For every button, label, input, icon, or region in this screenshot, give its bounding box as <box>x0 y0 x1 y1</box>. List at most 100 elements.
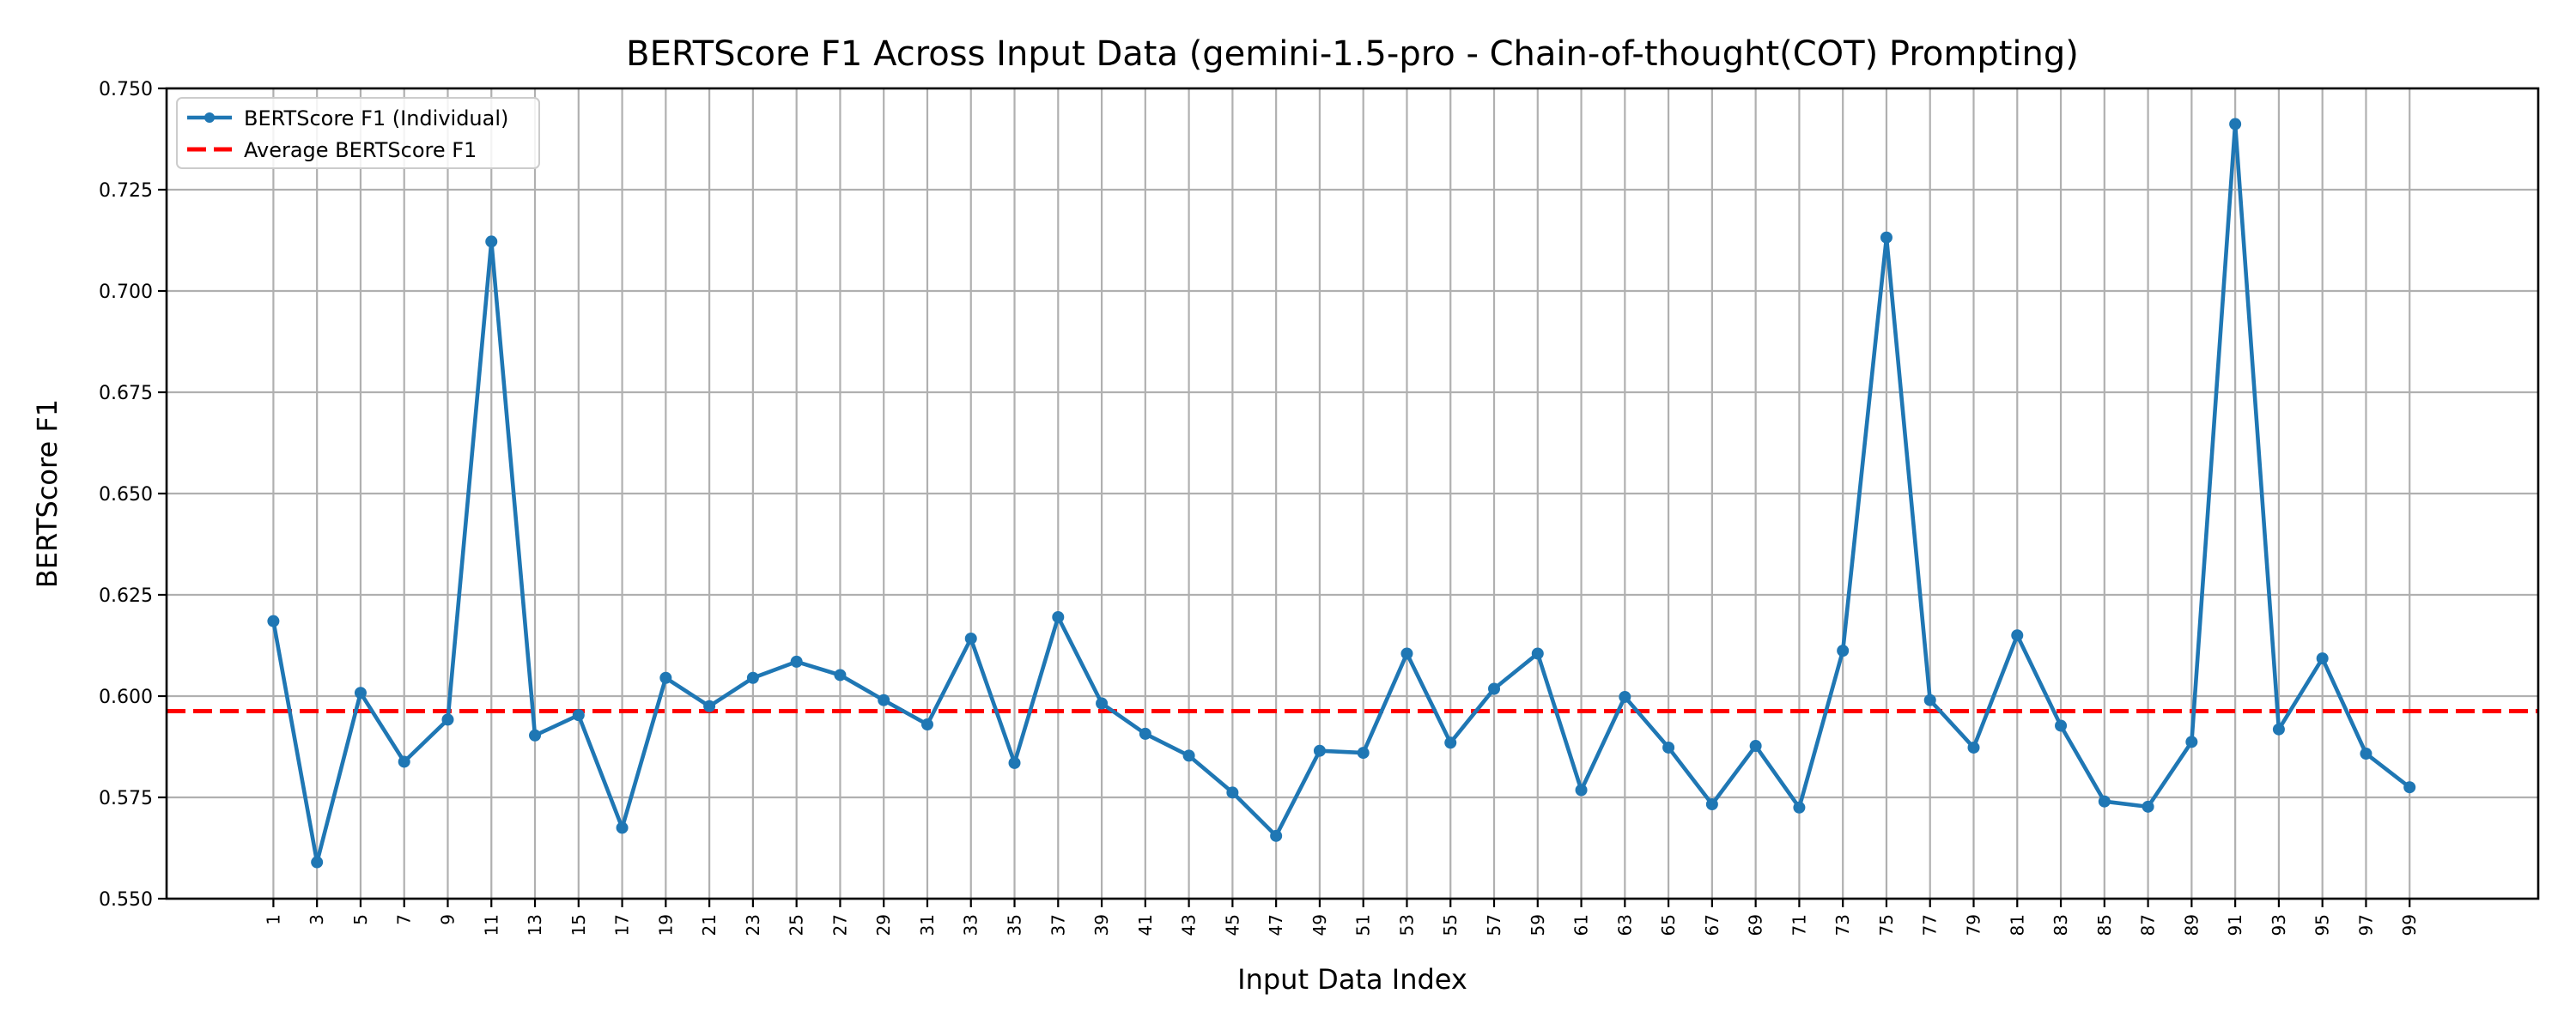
data-point <box>1880 231 1893 244</box>
y-tick-label: 0.600 <box>99 687 153 708</box>
data-point <box>572 709 585 722</box>
data-point <box>964 632 977 645</box>
data-point <box>2403 781 2416 794</box>
data-point <box>2011 629 2024 642</box>
data-point <box>1793 801 1806 814</box>
y-tick-label: 0.650 <box>99 484 153 506</box>
data-point <box>2272 723 2285 736</box>
data-point <box>2055 719 2068 732</box>
data-point <box>1444 736 1457 749</box>
data-point <box>2185 736 2198 748</box>
data-point <box>2316 652 2329 665</box>
x-tick-label: 81 <box>2007 914 2027 936</box>
x-tick-label: 9 <box>437 914 458 925</box>
y-axis: 0.550 0.575 0.600 0.625 0.650 0.675 0.700 0.725… <box>99 79 167 911</box>
x-tick-label: 55 <box>1440 914 1461 936</box>
data-point <box>1182 749 1195 762</box>
x-tick-label: 45 <box>1222 914 1242 936</box>
data-point <box>746 671 759 684</box>
data-point <box>920 718 933 731</box>
x-tick-label: 5 <box>350 914 371 925</box>
data-point <box>1400 647 1413 660</box>
x-tick-label: 41 <box>1135 914 1156 936</box>
legend-series-marker <box>204 112 215 123</box>
data-point <box>398 755 410 768</box>
data-point <box>659 671 672 684</box>
data-point <box>311 856 324 869</box>
x-tick-label: 27 <box>829 914 850 936</box>
chart-title: BERTScore F1 Across Input Data (gemini-1… <box>626 34 2079 74</box>
x-tick-label: 53 <box>1396 914 1417 936</box>
data-point <box>1923 694 1936 706</box>
x-tick-label: 67 <box>1702 914 1722 936</box>
x-tick-label: 61 <box>1571 914 1592 936</box>
x-tick-label: 3 <box>307 914 327 925</box>
x-tick-label: 23 <box>743 914 763 936</box>
data-point <box>790 655 803 668</box>
y-tick-label: 0.750 <box>99 79 153 100</box>
x-tick-label: 17 <box>612 914 633 936</box>
legend: BERTScore F1 (Individual) Average BERTSc… <box>176 97 540 169</box>
x-tick-label: 79 <box>1964 914 1984 936</box>
series-line <box>271 122 2412 864</box>
series-group <box>267 118 2416 869</box>
x-tick-label: 97 <box>2355 914 2376 936</box>
legend-average-label: Average BERTScore F1 <box>244 138 477 162</box>
x-tick-label: 49 <box>1309 914 1330 936</box>
data-point <box>485 235 498 248</box>
x-tick-label: 43 <box>1179 914 1200 936</box>
data-point <box>354 687 367 700</box>
x-tick-label: 75 <box>1876 914 1897 936</box>
data-point <box>529 729 542 742</box>
data-point <box>1270 829 1283 842</box>
x-tick-label: 77 <box>1920 914 1941 936</box>
x-tick-label: 95 <box>2312 914 2333 936</box>
data-point <box>1008 756 1021 769</box>
x-tick-label: 63 <box>1614 914 1635 936</box>
x-tick-label: 91 <box>2225 914 2245 936</box>
x-tick-label: 7 <box>394 914 415 925</box>
data-point <box>441 713 454 726</box>
y-tick-label: 0.575 <box>99 788 153 809</box>
x-tick-label: 25 <box>787 914 807 936</box>
x-tick-label: 69 <box>1746 914 1766 936</box>
x-tick-label: 15 <box>568 914 589 936</box>
x-tick-label: 85 <box>2094 914 2115 936</box>
y-tick-label: 0.675 <box>99 383 153 404</box>
data-point <box>2142 800 2154 813</box>
data-point <box>2360 748 2372 760</box>
x-tick-label: 37 <box>1048 914 1068 936</box>
x-tick-label: 33 <box>961 914 981 936</box>
data-point <box>1837 645 1850 657</box>
data-point <box>1531 647 1544 660</box>
x-tick-label: 99 <box>2399 914 2420 936</box>
x-tick-label: 71 <box>1789 914 1809 936</box>
data-point <box>1226 786 1239 799</box>
data-point <box>616 821 629 834</box>
data-point <box>703 700 716 712</box>
y-tick-label: 0.550 <box>99 889 153 911</box>
x-tick-label: 93 <box>2269 914 2289 936</box>
x-tick-label: 21 <box>699 914 720 936</box>
x-tick-label: 11 <box>481 914 501 936</box>
x-tick-label: 35 <box>1005 914 1025 936</box>
data-point <box>1662 741 1675 754</box>
data-point <box>267 615 280 627</box>
x-tick-label: 65 <box>1658 914 1679 936</box>
data-point <box>1619 690 1631 703</box>
data-point <box>1488 682 1501 695</box>
data-point <box>1967 741 1980 754</box>
y-tick-label: 0.625 <box>99 585 153 607</box>
data-point <box>1357 747 1370 760</box>
x-tick-label: 39 <box>1091 914 1112 936</box>
y-tick-label: 0.725 <box>99 180 153 202</box>
x-tick-label: 19 <box>655 914 676 936</box>
data-point <box>878 694 890 706</box>
x-tick-label: 47 <box>1266 914 1286 936</box>
x-tick-label: 51 <box>1353 914 1374 936</box>
data-point <box>1575 784 1588 797</box>
x-tick-label: 31 <box>917 914 938 936</box>
x-tick-label: 87 <box>2138 914 2159 936</box>
x-tick-label: 1 <box>263 914 283 925</box>
